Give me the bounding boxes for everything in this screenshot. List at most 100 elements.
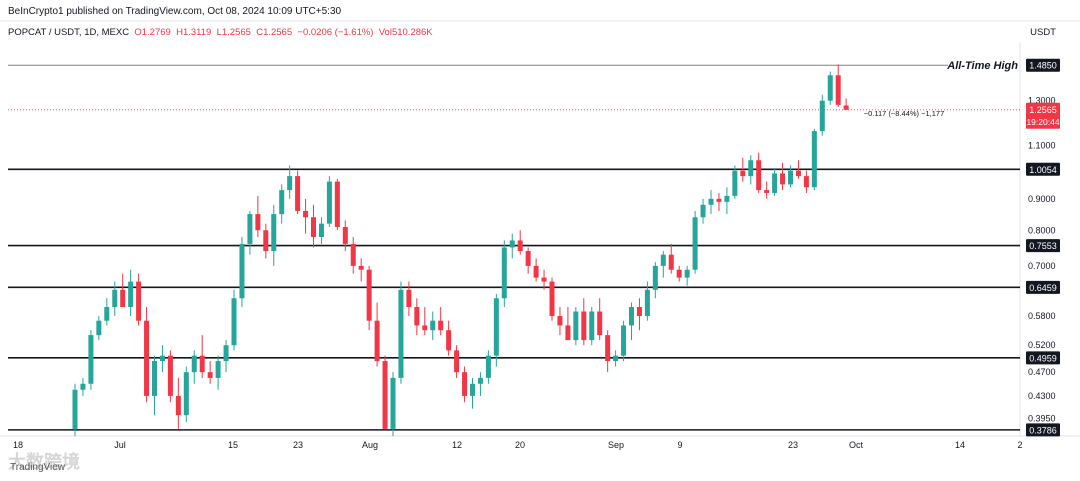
level-price-label: 0.3786 [1029, 425, 1057, 435]
candle-body [279, 190, 285, 215]
candle-body [271, 214, 277, 252]
volume-value: Vol510.286K [378, 27, 433, 38]
candle-body [80, 383, 86, 390]
candle-body [668, 254, 674, 270]
candle-body [597, 311, 603, 336]
open-value: O1.2769 [134, 27, 171, 38]
candle-body [652, 265, 658, 290]
candle-body [311, 217, 316, 238]
candle-body [493, 298, 499, 356]
candle-body [485, 355, 491, 378]
candle-body [470, 383, 475, 396]
candle-body [303, 210, 309, 218]
candle-body [541, 277, 547, 282]
candle-body [557, 316, 563, 326]
y-tick-label: 1.1000 [1028, 140, 1056, 150]
candle-body [247, 214, 253, 244]
candle-body [136, 281, 142, 321]
candle-body [827, 75, 833, 101]
candle-body [621, 325, 627, 356]
level-price-tag [1026, 58, 1060, 72]
last-price-tag [1026, 102, 1060, 129]
publisher-header: BeInCrypto1 published on TradingView.com… [8, 6, 342, 17]
level-price-tag [1026, 280, 1060, 294]
candle-body [414, 307, 420, 326]
candle-body [334, 181, 340, 227]
candle-body [780, 173, 786, 185]
candle-body [795, 170, 801, 177]
candle-body [454, 350, 460, 373]
candle-body [684, 269, 690, 278]
candle-body [231, 298, 237, 346]
candle-body [700, 204, 706, 218]
candle-body [175, 395, 181, 416]
level-price-label: 0.6459 [1029, 283, 1057, 293]
candle-body [803, 176, 809, 188]
candle-body [88, 335, 94, 384]
candle-body [215, 361, 221, 378]
x-tick-label: 18 [13, 440, 23, 450]
candle-body [835, 75, 841, 105]
level-price-tag [1026, 162, 1060, 176]
candle-body [104, 307, 110, 321]
candle-countdown: 19:20:44 [1026, 117, 1059, 127]
level-price-tag [1026, 351, 1060, 365]
candle-body [183, 372, 189, 416]
candle-body [112, 289, 118, 308]
candle-body [613, 355, 619, 362]
candle-body [167, 355, 173, 396]
x-tick-label: Aug [362, 440, 378, 450]
candle-body [366, 269, 372, 321]
candle-body [128, 281, 134, 308]
candle-body [517, 240, 523, 252]
candle-body [144, 320, 150, 396]
candle-body [772, 173, 778, 193]
candle-body [342, 226, 348, 244]
candle-body [477, 377, 483, 384]
all-time-high-annotation: All-Time High [946, 60, 1018, 72]
candle-body [764, 190, 770, 193]
level-price-tag [1026, 423, 1060, 437]
candle-body [589, 311, 595, 341]
low-value: L1.2565 [216, 27, 251, 38]
level-price-label: 1.0054 [1029, 165, 1057, 175]
candle-body [199, 355, 205, 373]
level-price-label: 1.4850 [1029, 61, 1057, 71]
y-tick-label: 0.3950 [1028, 414, 1056, 424]
candle-body [72, 389, 78, 429]
close-value: C1.2565 [256, 27, 293, 38]
candle-body [549, 281, 555, 317]
candle-body [708, 198, 714, 205]
y-tick-label: 0.4300 [1028, 391, 1056, 401]
candle-body [748, 160, 754, 177]
high-value: H1.3119 [176, 27, 212, 38]
candle-body [159, 355, 165, 362]
x-tick-label: 15 [228, 440, 238, 450]
candle-body [295, 176, 301, 211]
candle-body [430, 320, 436, 331]
x-tick-label: Sep [608, 440, 624, 450]
candle-body [462, 372, 468, 396]
change-value: −0.0206 (−1.61%) [297, 27, 374, 38]
candle-body [660, 254, 666, 266]
x-tick-label: Jul [114, 440, 126, 450]
candle-body [398, 289, 404, 378]
symbol-info-bar: POPCAT / USDT, 1D, MEXC O1.2769 H1.3119 … [8, 27, 433, 38]
candle-body [629, 307, 634, 326]
candle-body [390, 377, 396, 429]
candle-body [533, 265, 539, 278]
symbol-label[interactable]: POPCAT / USDT, 1D, MEXC [8, 27, 130, 38]
candle-body [446, 330, 452, 351]
candle-body [374, 320, 380, 362]
candle-body [740, 170, 746, 177]
candle-body [152, 361, 157, 396]
currency-label[interactable]: USDT [1030, 27, 1056, 38]
y-tick-label: 1.3000 [1028, 96, 1056, 106]
x-tick-label: 2 [1017, 440, 1022, 450]
last-price-label: 1.2565 [1029, 105, 1057, 115]
candle-body [255, 214, 261, 231]
y-tick-label: 0.4700 [1028, 367, 1056, 377]
candle-body [788, 170, 793, 185]
candle-body [565, 325, 571, 341]
